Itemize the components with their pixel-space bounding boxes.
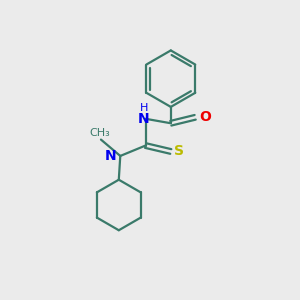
Text: S: S bbox=[174, 145, 184, 158]
Text: H: H bbox=[140, 103, 148, 113]
Text: O: O bbox=[199, 110, 211, 124]
Text: N: N bbox=[105, 149, 117, 163]
Text: N: N bbox=[138, 112, 150, 126]
Text: CH₃: CH₃ bbox=[89, 128, 110, 137]
